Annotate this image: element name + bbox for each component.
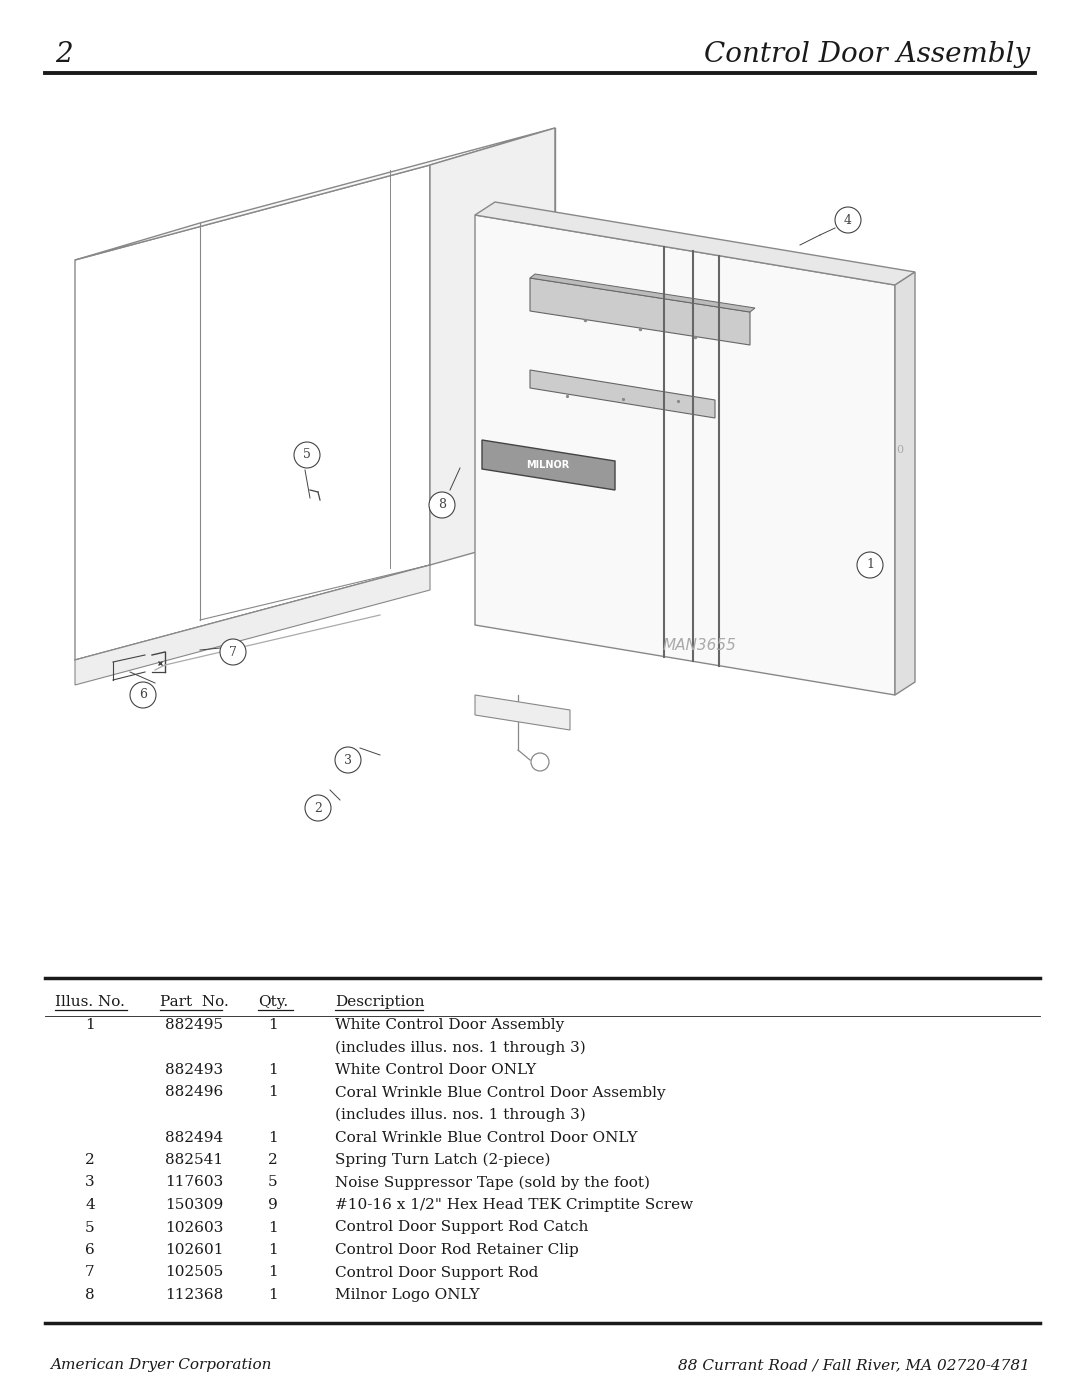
- Text: 1: 1: [268, 1130, 278, 1144]
- Circle shape: [335, 747, 361, 773]
- Polygon shape: [482, 440, 615, 490]
- Text: American Dryer Corporation: American Dryer Corporation: [50, 1358, 271, 1372]
- Polygon shape: [75, 129, 555, 260]
- Text: Part  No.: Part No.: [160, 995, 229, 1009]
- Text: Control Door Assembly: Control Door Assembly: [704, 42, 1030, 68]
- Text: 882494: 882494: [165, 1130, 224, 1144]
- Text: 102505: 102505: [165, 1266, 224, 1280]
- Text: 8: 8: [438, 499, 446, 511]
- Text: Spring Turn Latch (2-piece): Spring Turn Latch (2-piece): [335, 1153, 551, 1168]
- Text: White Control Door ONLY: White Control Door ONLY: [335, 1063, 536, 1077]
- Text: Coral Wrinkle Blue Control Door Assembly: Coral Wrinkle Blue Control Door Assembly: [335, 1085, 665, 1099]
- Text: 5: 5: [303, 448, 311, 461]
- Text: 117603: 117603: [165, 1175, 224, 1189]
- Text: 2: 2: [314, 802, 322, 814]
- Text: 2: 2: [85, 1153, 95, 1166]
- Polygon shape: [475, 203, 915, 285]
- Text: 1: 1: [268, 1266, 278, 1280]
- Circle shape: [220, 638, 246, 665]
- Text: 4: 4: [843, 214, 852, 226]
- Polygon shape: [530, 370, 715, 418]
- Polygon shape: [895, 272, 915, 694]
- Polygon shape: [530, 274, 755, 312]
- Text: 9: 9: [268, 1199, 278, 1213]
- Text: (includes illus. nos. 1 through 3): (includes illus. nos. 1 through 3): [335, 1041, 585, 1055]
- Text: 6: 6: [85, 1243, 95, 1257]
- Text: 102601: 102601: [165, 1243, 224, 1257]
- Circle shape: [294, 441, 320, 468]
- Polygon shape: [475, 215, 895, 694]
- Text: MAN3655: MAN3655: [663, 637, 737, 652]
- Text: 1: 1: [85, 1018, 95, 1032]
- Text: 1: 1: [866, 559, 874, 571]
- Circle shape: [130, 682, 156, 708]
- Text: Illus. No.: Illus. No.: [55, 995, 125, 1009]
- Text: #10-16 x 1/2" Hex Head TEK Crimptite Screw: #10-16 x 1/2" Hex Head TEK Crimptite Scr…: [335, 1199, 693, 1213]
- Text: Control Door Support Rod: Control Door Support Rod: [335, 1266, 538, 1280]
- Circle shape: [835, 207, 861, 233]
- Text: 2: 2: [268, 1153, 278, 1166]
- Text: Qty.: Qty.: [258, 995, 288, 1009]
- Text: 0: 0: [896, 446, 904, 455]
- Text: 1: 1: [268, 1243, 278, 1257]
- Text: Coral Wrinkle Blue Control Door ONLY: Coral Wrinkle Blue Control Door ONLY: [335, 1130, 637, 1144]
- Text: 882541: 882541: [165, 1153, 224, 1166]
- Text: 8: 8: [85, 1288, 95, 1302]
- Polygon shape: [430, 129, 555, 564]
- Text: 7: 7: [229, 645, 237, 658]
- Text: MILNOR: MILNOR: [526, 460, 569, 469]
- Text: Control Door Support Rod Catch: Control Door Support Rod Catch: [335, 1221, 589, 1235]
- Text: 7: 7: [85, 1266, 95, 1280]
- Text: 2: 2: [55, 42, 72, 68]
- Polygon shape: [75, 165, 430, 659]
- Text: 5: 5: [268, 1175, 278, 1189]
- Text: 5: 5: [85, 1221, 95, 1235]
- Text: 1: 1: [268, 1018, 278, 1032]
- Polygon shape: [475, 694, 570, 731]
- Text: Milnor Logo ONLY: Milnor Logo ONLY: [335, 1288, 480, 1302]
- Text: 102603: 102603: [165, 1221, 224, 1235]
- Text: 882495: 882495: [165, 1018, 224, 1032]
- Text: Control Door Rod Retainer Clip: Control Door Rod Retainer Clip: [335, 1243, 579, 1257]
- Text: 1: 1: [268, 1288, 278, 1302]
- Text: 1: 1: [268, 1063, 278, 1077]
- Circle shape: [305, 795, 330, 821]
- Text: 882493: 882493: [165, 1063, 224, 1077]
- Circle shape: [858, 552, 883, 578]
- Text: 112368: 112368: [165, 1288, 224, 1302]
- Text: (includes illus. nos. 1 through 3): (includes illus. nos. 1 through 3): [335, 1108, 585, 1122]
- Text: 882496: 882496: [165, 1085, 224, 1099]
- Text: White Control Door Assembly: White Control Door Assembly: [335, 1018, 564, 1032]
- Text: Noise Suppressor Tape (sold by the foot): Noise Suppressor Tape (sold by the foot): [335, 1175, 650, 1190]
- Circle shape: [429, 492, 455, 518]
- Text: 1: 1: [268, 1221, 278, 1235]
- Text: 1: 1: [268, 1085, 278, 1099]
- Text: Description: Description: [335, 995, 424, 1009]
- Text: 150309: 150309: [165, 1199, 224, 1213]
- Polygon shape: [530, 278, 750, 345]
- Text: 4: 4: [85, 1199, 95, 1213]
- Text: 6: 6: [139, 689, 147, 701]
- Text: 88 Currant Road / Fall River, MA 02720-4781: 88 Currant Road / Fall River, MA 02720-4…: [678, 1358, 1030, 1372]
- Text: 3: 3: [85, 1175, 95, 1189]
- Text: 3: 3: [345, 753, 352, 767]
- Polygon shape: [75, 564, 430, 685]
